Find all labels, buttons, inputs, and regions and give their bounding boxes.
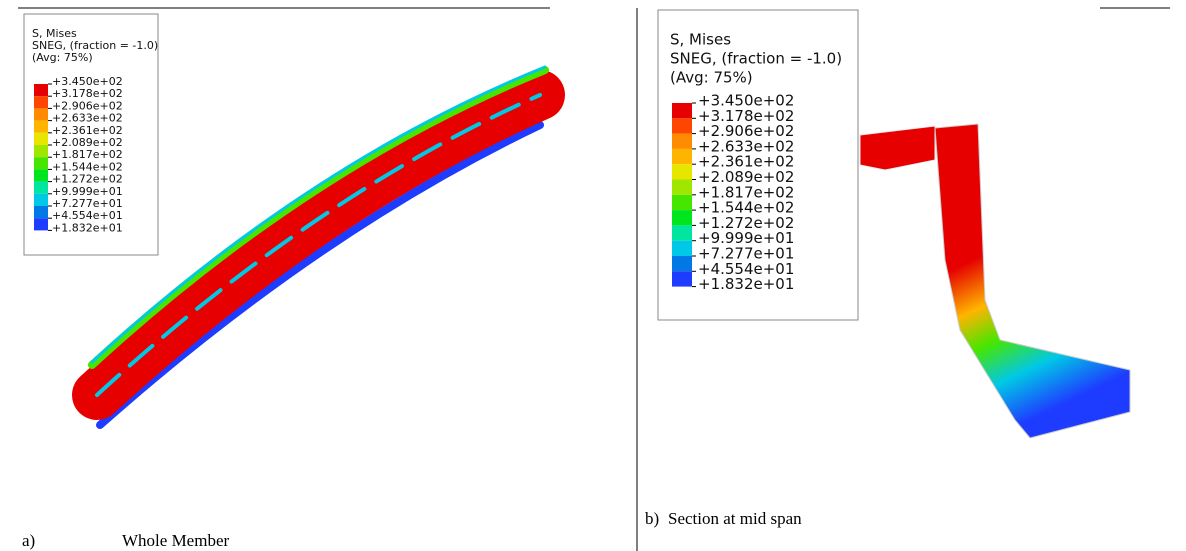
caption-text: Section at mid span [668,509,802,528]
legend-band [672,133,692,149]
legend-band [34,120,48,133]
legend-label: +9.999e+01 [698,229,794,247]
legend-band [672,164,692,180]
legend-band [672,194,692,211]
legend-band [672,210,692,226]
legend-label: +1.832e+01 [698,275,794,293]
legend-label: +1.817e+02 [52,148,123,161]
legend-band [34,193,48,206]
legend-label: +4.554e+01 [698,260,794,278]
legend-label: +2.633e+02 [52,112,123,125]
legend-label: +3.450e+02 [52,75,123,88]
legend-band [672,271,692,287]
legend-label: +2.361e+02 [52,124,123,137]
legend-label: +7.277e+01 [698,245,794,263]
legend-band [672,225,692,241]
legend-band [672,256,692,272]
legend-band [34,181,48,194]
legend-label: +2.089e+02 [52,136,123,149]
legend-band [672,118,692,134]
legend-label: +1.544e+02 [698,199,794,217]
legend-label: +1.832e+01 [52,221,123,234]
legend-label: +1.272e+02 [698,214,794,232]
legend-band [672,148,692,165]
caption-label: b) [645,509,659,528]
legend-label: +3.450e+02 [698,92,794,110]
legend-band [34,145,48,158]
legend-band [34,206,48,219]
caption-label: a) [22,531,35,550]
legend-label: +1.544e+02 [52,160,123,173]
legend-title: (Avg: 75%) [670,69,753,87]
legend-band [34,84,48,97]
legend-band [672,103,692,119]
legend-title: SNEG, (fraction = -1.0) [670,50,842,68]
legend-label: +2.906e+02 [52,99,123,112]
legend-band [34,96,48,109]
legend-label: +1.817e+02 [698,183,794,201]
legend-band [34,218,48,231]
legend-label: +4.554e+01 [52,209,123,222]
legend-band [672,179,692,195]
legend-title: SNEG, (fraction = -1.0) [32,39,158,52]
section [859,123,1131,439]
legend-label: +1.272e+02 [52,173,123,186]
legend-band [672,240,692,256]
legend-title: S, Mises [32,27,77,40]
legend-title: S, Mises [670,31,731,49]
beam [72,65,565,429]
legend-band [34,169,48,182]
caption-text: Whole Member [122,531,229,550]
legend-label: +2.633e+02 [698,137,794,155]
frame [18,7,1170,551]
legend-label: +3.178e+02 [52,87,123,100]
legend-label: +3.178e+02 [698,107,794,125]
legend-title: (Avg: 75%) [32,51,93,64]
legend-label: +2.089e+02 [698,168,794,186]
legend-band [34,132,48,145]
legend-label: +2.361e+02 [698,153,794,171]
legend-label: +9.999e+01 [52,185,123,198]
legend-label: +7.277e+01 [52,197,123,210]
legend-band [34,157,48,170]
legend-label: +2.906e+02 [698,122,794,140]
legend-band [34,108,48,121]
